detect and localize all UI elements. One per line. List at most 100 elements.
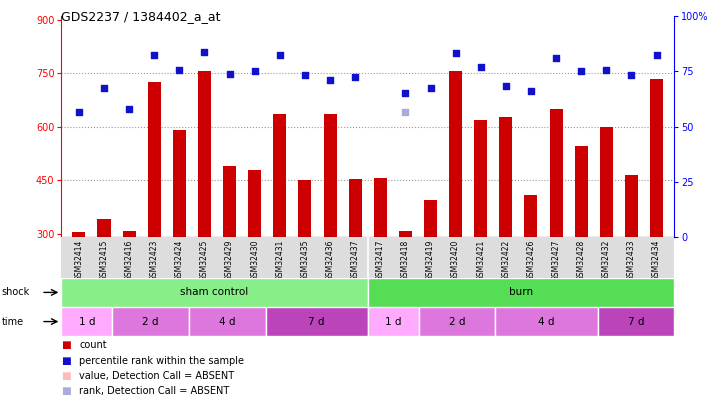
- Text: percentile rank within the sample: percentile rank within the sample: [79, 356, 244, 366]
- Bar: [575, 146, 588, 341]
- Bar: [198, 71, 211, 341]
- Point: [399, 90, 411, 96]
- Point: [299, 72, 311, 78]
- Text: GSM32426: GSM32426: [526, 239, 536, 281]
- Text: GDS2237 / 1384402_a_at: GDS2237 / 1384402_a_at: [61, 10, 221, 23]
- Bar: [112, 307, 189, 336]
- Bar: [474, 119, 487, 341]
- Text: value, Detection Call = ABSENT: value, Detection Call = ABSENT: [79, 371, 234, 381]
- Bar: [368, 307, 419, 336]
- Bar: [495, 307, 598, 336]
- Bar: [349, 179, 362, 341]
- Text: burn: burn: [509, 288, 533, 297]
- Bar: [598, 307, 674, 336]
- Text: GSM32429: GSM32429: [225, 239, 234, 281]
- Text: count: count: [79, 340, 107, 350]
- Point: [425, 84, 436, 91]
- Point: [224, 71, 235, 77]
- Text: GSM32436: GSM32436: [326, 239, 335, 281]
- Text: GSM32431: GSM32431: [275, 239, 284, 281]
- Text: 1 d: 1 d: [79, 317, 95, 326]
- Text: GSM32437: GSM32437: [350, 239, 360, 281]
- Text: shock: shock: [1, 288, 30, 297]
- Bar: [61, 307, 112, 336]
- Text: 7 d: 7 d: [627, 317, 644, 326]
- Bar: [61, 278, 368, 307]
- Bar: [524, 195, 537, 341]
- Bar: [97, 220, 110, 341]
- Bar: [148, 82, 161, 341]
- Point: [575, 68, 587, 75]
- Point: [525, 88, 536, 94]
- Point: [626, 72, 637, 78]
- Text: ■: ■: [61, 340, 71, 350]
- Text: GSM32427: GSM32427: [552, 239, 561, 281]
- Bar: [324, 114, 337, 341]
- Point: [174, 67, 185, 74]
- Bar: [625, 175, 638, 341]
- Bar: [419, 307, 495, 336]
- Point: [324, 77, 336, 84]
- Point: [274, 52, 286, 59]
- Text: ■: ■: [61, 371, 71, 381]
- Text: GSM32418: GSM32418: [401, 239, 410, 281]
- Point: [350, 74, 361, 80]
- Text: rank, Detection Call = ABSENT: rank, Detection Call = ABSENT: [79, 386, 229, 396]
- Bar: [273, 114, 286, 341]
- Text: 2 d: 2 d: [449, 317, 465, 326]
- Bar: [72, 232, 85, 341]
- Text: time: time: [1, 317, 24, 326]
- Point: [199, 49, 211, 55]
- Text: GSM32425: GSM32425: [200, 239, 209, 281]
- Text: GSM32421: GSM32421: [477, 239, 485, 281]
- Point: [249, 68, 260, 75]
- Bar: [424, 200, 437, 341]
- Text: 7 d: 7 d: [309, 317, 325, 326]
- Text: GSM32415: GSM32415: [99, 239, 108, 281]
- Text: ■: ■: [61, 356, 71, 366]
- Bar: [449, 71, 462, 341]
- Point: [601, 67, 612, 74]
- Text: GSM32430: GSM32430: [250, 239, 259, 281]
- Bar: [123, 231, 136, 341]
- Bar: [549, 109, 562, 341]
- Text: GSM32416: GSM32416: [125, 239, 133, 281]
- Point: [98, 84, 110, 91]
- Point: [450, 49, 461, 56]
- Bar: [500, 117, 513, 341]
- Text: GSM32433: GSM32433: [627, 239, 636, 281]
- Text: 2 d: 2 d: [143, 317, 159, 326]
- Text: 1 d: 1 d: [385, 317, 402, 326]
- Bar: [248, 170, 261, 341]
- Bar: [265, 307, 368, 336]
- Text: GSM32423: GSM32423: [150, 239, 159, 281]
- Text: ■: ■: [61, 386, 71, 396]
- Point: [651, 51, 663, 58]
- Text: sham control: sham control: [180, 288, 249, 297]
- Bar: [173, 130, 186, 341]
- Bar: [600, 127, 613, 341]
- Text: GSM32420: GSM32420: [451, 239, 460, 281]
- Point: [123, 106, 135, 112]
- Text: GSM32422: GSM32422: [501, 239, 510, 281]
- Point: [550, 55, 562, 61]
- Text: GSM32417: GSM32417: [376, 239, 385, 281]
- Bar: [223, 166, 236, 341]
- Text: 4 d: 4 d: [219, 317, 236, 326]
- Point: [149, 52, 160, 59]
- Text: 4 d: 4 d: [538, 317, 554, 326]
- Bar: [650, 79, 663, 341]
- Bar: [298, 180, 311, 341]
- Bar: [373, 179, 386, 341]
- Point: [500, 83, 512, 89]
- Text: GSM32435: GSM32435: [301, 239, 309, 281]
- Text: GSM32414: GSM32414: [74, 239, 84, 281]
- Bar: [368, 278, 674, 307]
- Text: GSM32419: GSM32419: [426, 239, 435, 281]
- Bar: [399, 231, 412, 341]
- Text: GSM32434: GSM32434: [652, 239, 661, 281]
- Text: GSM32424: GSM32424: [174, 239, 184, 281]
- Point: [475, 64, 487, 70]
- Point: [399, 109, 411, 116]
- Bar: [61, 237, 674, 278]
